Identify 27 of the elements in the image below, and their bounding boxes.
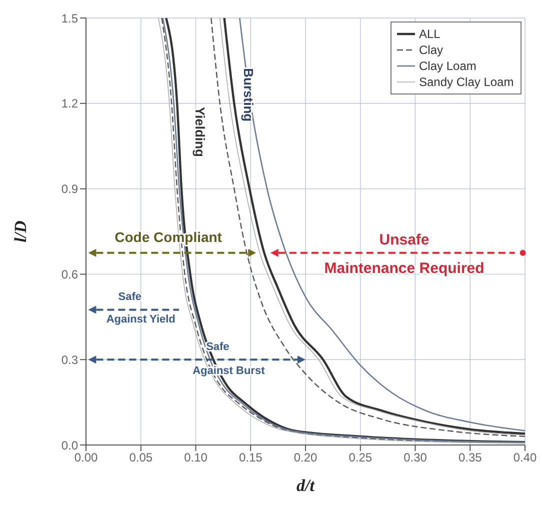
y-tick-label: 1.5 (61, 11, 78, 26)
annotation: Bursting (240, 68, 256, 122)
y-axis-title: l/D (11, 220, 30, 242)
x-tick-label: 0.15 (238, 450, 263, 465)
y-tick-label: 1.2 (61, 96, 78, 111)
legend-label: ALL (419, 27, 441, 41)
legend-label: Clay (419, 43, 444, 57)
y-tick-label: 0.0 (61, 438, 78, 452)
annotation: Safe (118, 290, 142, 303)
y-tick-label: 0.6 (61, 267, 78, 282)
x-tick-label: 0.25 (348, 450, 372, 465)
annotation: Yielding (192, 106, 208, 157)
x-axis-title: d/t (296, 476, 316, 495)
legend-label: Clay Loam (419, 59, 476, 73)
annotation: Unsafe (379, 232, 430, 249)
annotation: Maintenance Required (324, 260, 484, 278)
x-tick-label: 0.35 (458, 450, 482, 465)
legend-label: Sandy Clay Loam (419, 75, 514, 89)
y-tick-label: 0.3 (61, 352, 78, 367)
x-tick-label: 0.30 (404, 450, 428, 465)
x-tick-label: 0.10 (184, 450, 208, 465)
x-tick-label: 0.20 (294, 450, 318, 465)
y-tick-label: 0.9 (61, 182, 78, 196)
annotation: Against Yield (106, 314, 176, 326)
x-tick-label: 0.40 (513, 450, 537, 465)
x-tick-label: 0.05 (129, 450, 153, 465)
x-tick-label: 0.00 (74, 450, 98, 465)
